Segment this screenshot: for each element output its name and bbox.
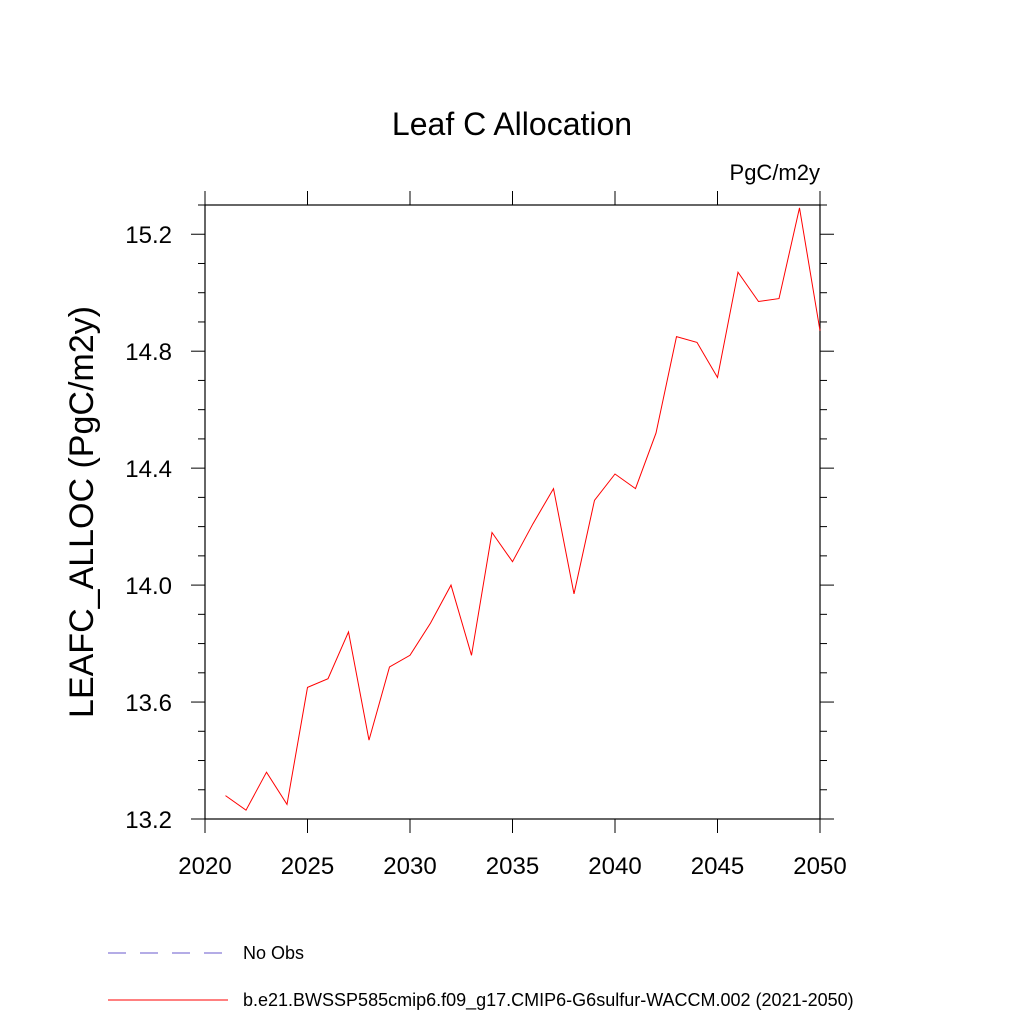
x-tick-label: 2020 (178, 853, 231, 880)
y-axis-label: LEAFC_ALLOC (PgC/m2y) (63, 306, 101, 718)
y-tick-label: 14.0 (125, 573, 172, 600)
series-line (225, 207, 821, 811)
chart-title: Leaf C Allocation (392, 106, 632, 142)
x-tick-label: 2030 (383, 853, 436, 880)
legend: No Obs b.e21.BWSSP585cmip6.f09_g17.CMIP6… (108, 943, 854, 1011)
x-tick-label: 2045 (691, 853, 744, 880)
y-tick-label: 15.2 (125, 222, 172, 249)
legend-label-no-obs: No Obs (243, 943, 304, 963)
axis-ticks (191, 191, 834, 833)
x-tick-label: 2035 (486, 853, 539, 880)
axis-tick-labels: 2020 2025 2030 2035 2040 2045 2050 13.2 13.6 14.0… (125, 222, 846, 880)
y-tick-label: 13.6 (125, 690, 172, 717)
x-tick-label: 2050 (793, 853, 846, 880)
y-tick-label: 13.2 (125, 807, 172, 834)
x-tick-label: 2025 (281, 853, 334, 880)
x-tick-label: 2040 (588, 853, 641, 880)
plot-frame (204, 204, 821, 820)
legend-label-model-run: b.e21.BWSSP585cmip6.f09_g17.CMIP6-G6sulf… (243, 990, 854, 1011)
y-tick-label: 14.4 (125, 456, 172, 483)
series-layer (225, 207, 821, 811)
y-tick-label: 14.8 (125, 339, 172, 366)
units-label: PgC/m2y (730, 160, 820, 185)
